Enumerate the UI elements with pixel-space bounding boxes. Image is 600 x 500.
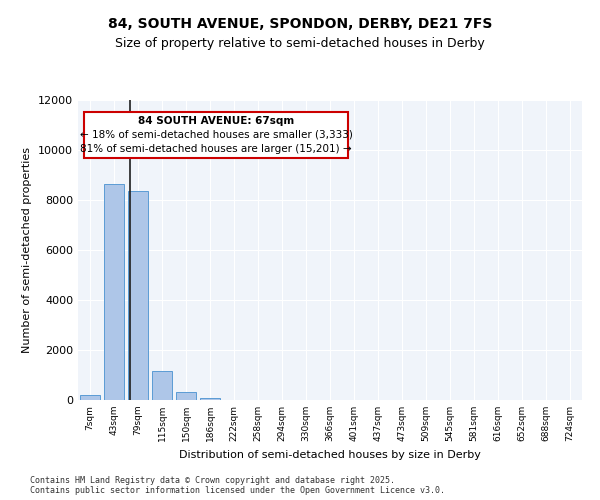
Y-axis label: Number of semi-detached properties: Number of semi-detached properties <box>22 147 32 353</box>
X-axis label: Distribution of semi-detached houses by size in Derby: Distribution of semi-detached houses by … <box>179 450 481 460</box>
Text: 84, SOUTH AVENUE, SPONDON, DERBY, DE21 7FS: 84, SOUTH AVENUE, SPONDON, DERBY, DE21 7… <box>108 18 492 32</box>
Text: Size of property relative to semi-detached houses in Derby: Size of property relative to semi-detach… <box>115 38 485 51</box>
Bar <box>104 184 124 400</box>
Bar <box>128 191 148 400</box>
Text: 81% of semi-detached houses are larger (15,201) →: 81% of semi-detached houses are larger (… <box>80 144 352 154</box>
Bar <box>200 398 220 400</box>
Bar <box>80 395 100 400</box>
Text: Contains HM Land Registry data © Crown copyright and database right 2025.
Contai: Contains HM Land Registry data © Crown c… <box>30 476 445 495</box>
Bar <box>152 371 172 400</box>
Text: 84 SOUTH AVENUE: 67sqm: 84 SOUTH AVENUE: 67sqm <box>138 116 294 126</box>
Bar <box>176 392 196 400</box>
Text: ← 18% of semi-detached houses are smaller (3,333): ← 18% of semi-detached houses are smalle… <box>80 130 352 140</box>
